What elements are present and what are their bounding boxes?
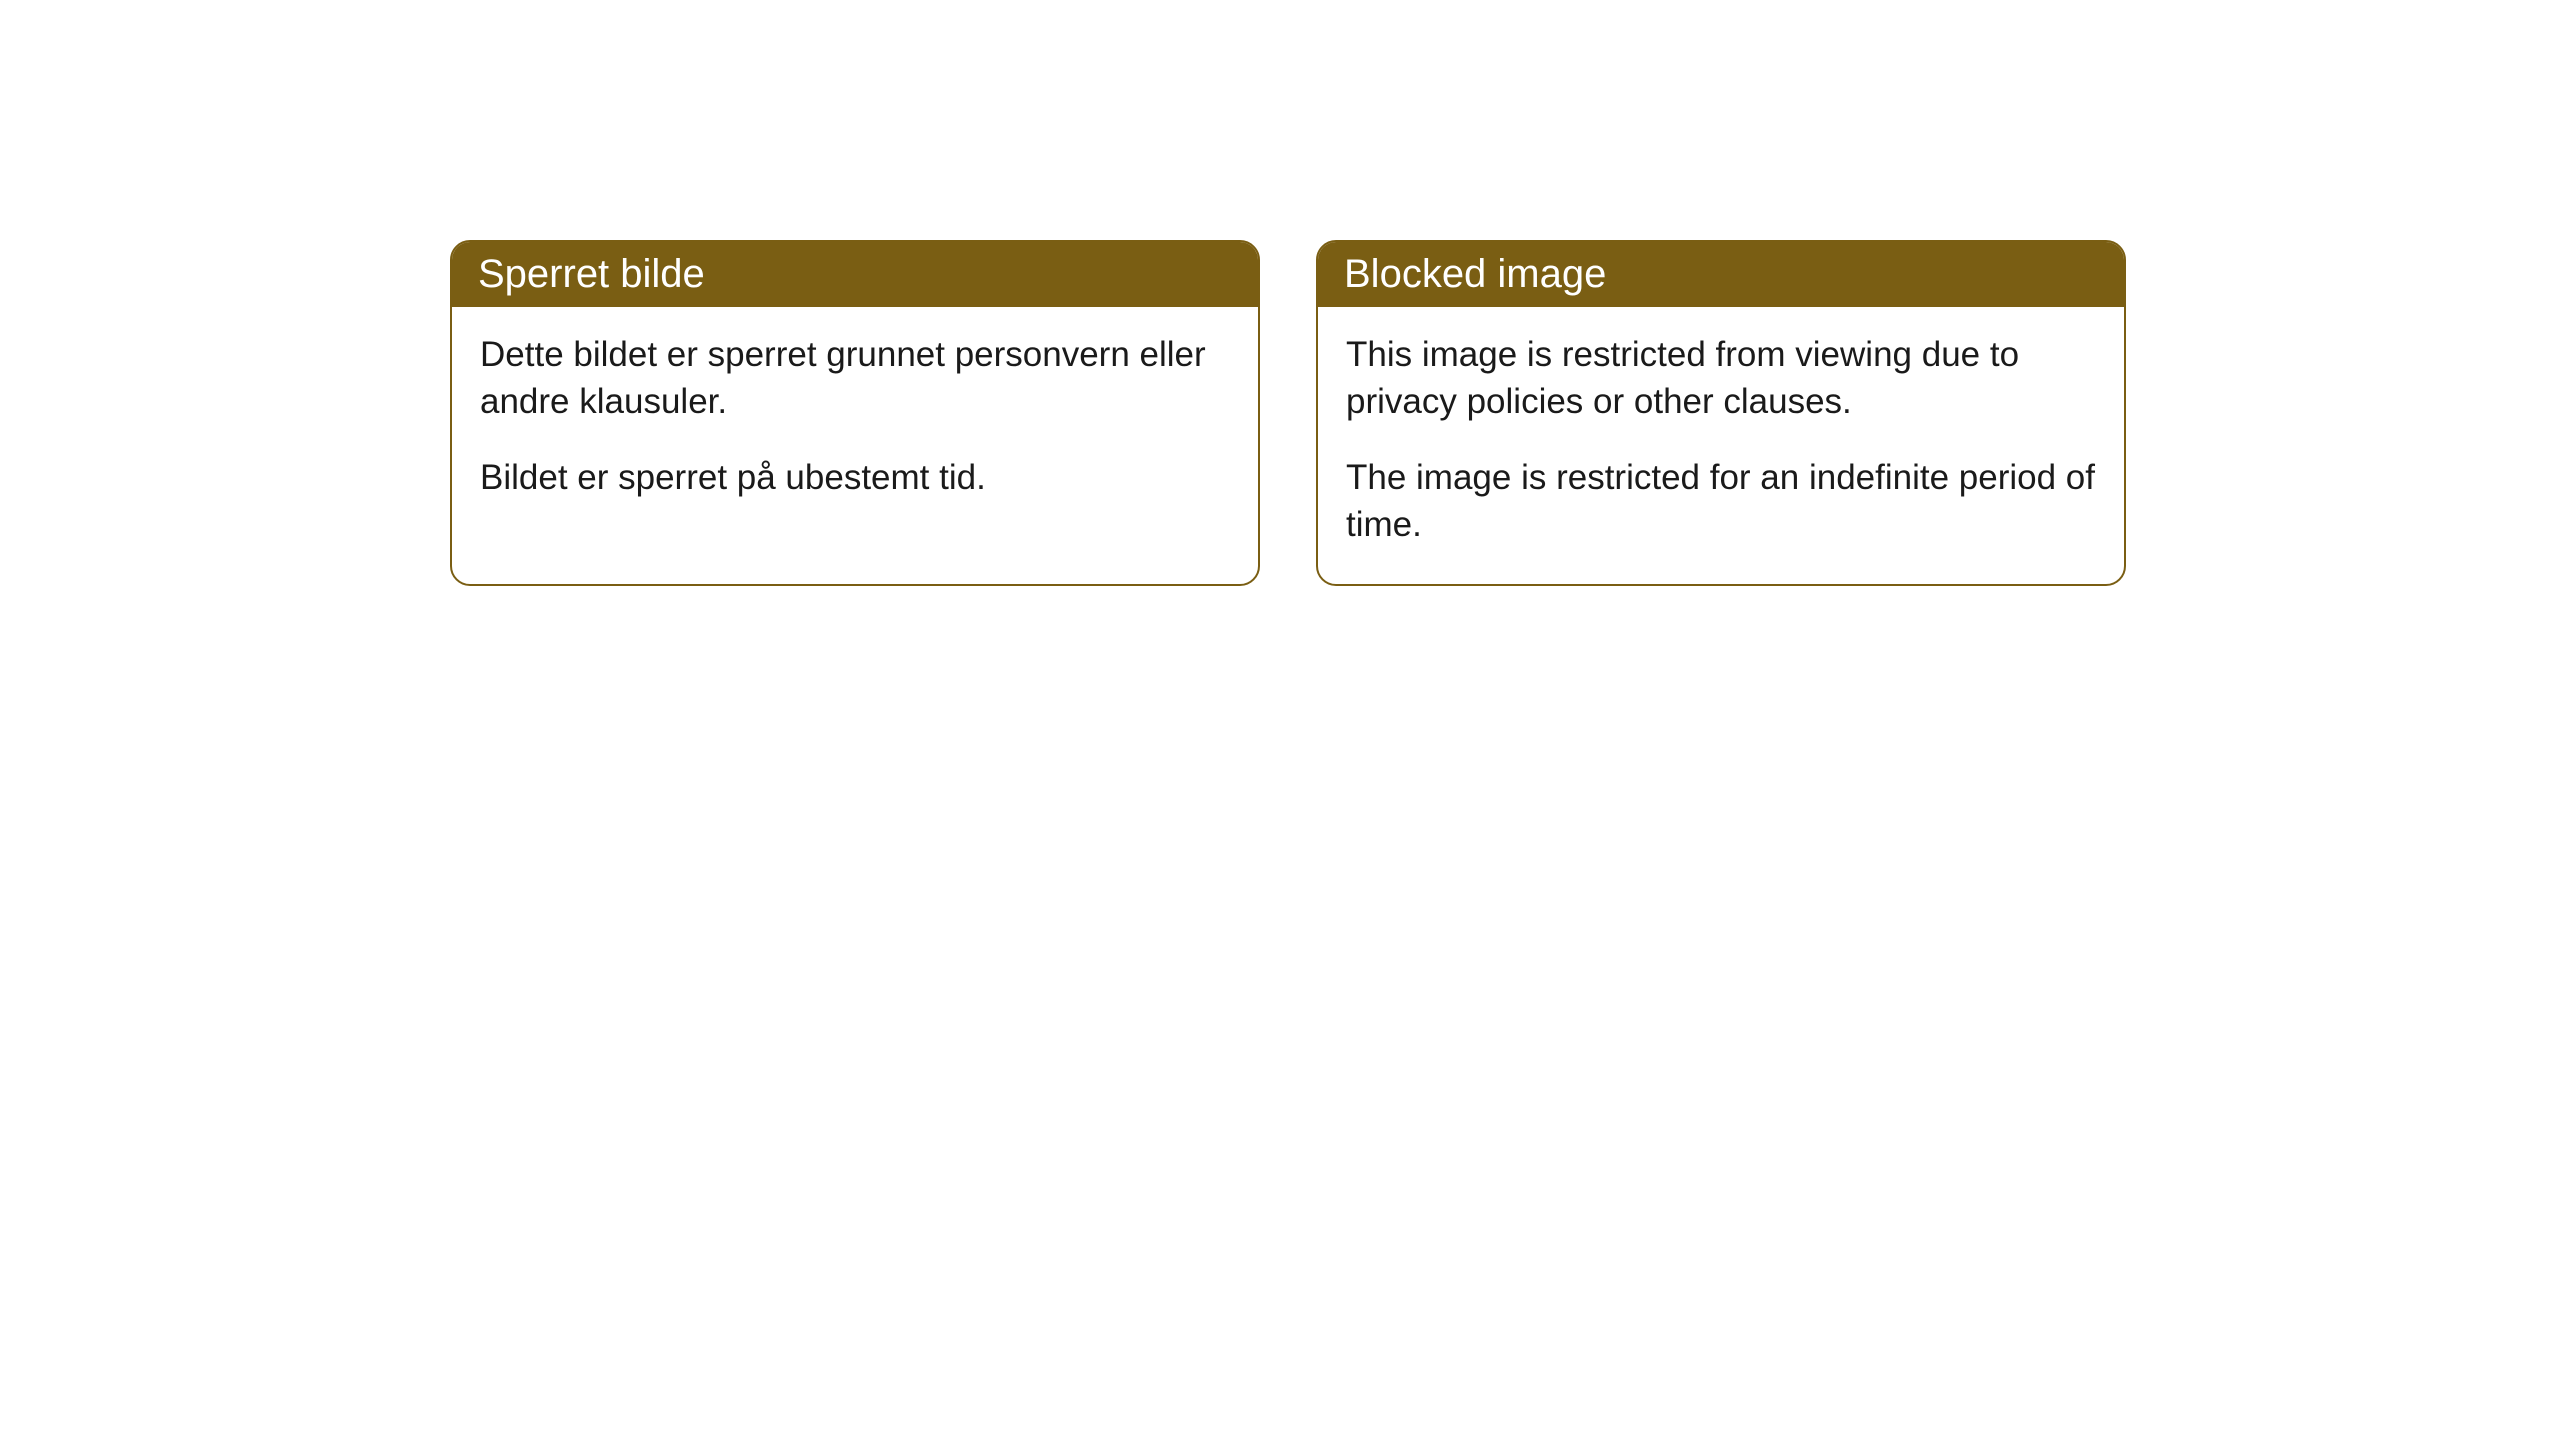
card-header: Blocked image	[1318, 242, 2124, 307]
notice-paragraph-2: The image is restricted for an indefinit…	[1346, 454, 2096, 549]
notice-paragraph-1: Dette bildet er sperret grunnet personve…	[480, 331, 1230, 426]
card-header: Sperret bilde	[452, 242, 1258, 307]
blocked-image-notices: Sperret bilde Dette bildet er sperret gr…	[450, 240, 2126, 586]
notice-card-english: Blocked image This image is restricted f…	[1316, 240, 2126, 586]
notice-paragraph-2: Bildet er sperret på ubestemt tid.	[480, 454, 1230, 501]
notice-paragraph-1: This image is restricted from viewing du…	[1346, 331, 2096, 426]
card-title: Blocked image	[1344, 252, 1606, 296]
notice-card-norwegian: Sperret bilde Dette bildet er sperret gr…	[450, 240, 1260, 586]
card-title: Sperret bilde	[478, 252, 705, 296]
card-body: Dette bildet er sperret grunnet personve…	[452, 307, 1258, 537]
card-body: This image is restricted from viewing du…	[1318, 307, 2124, 584]
